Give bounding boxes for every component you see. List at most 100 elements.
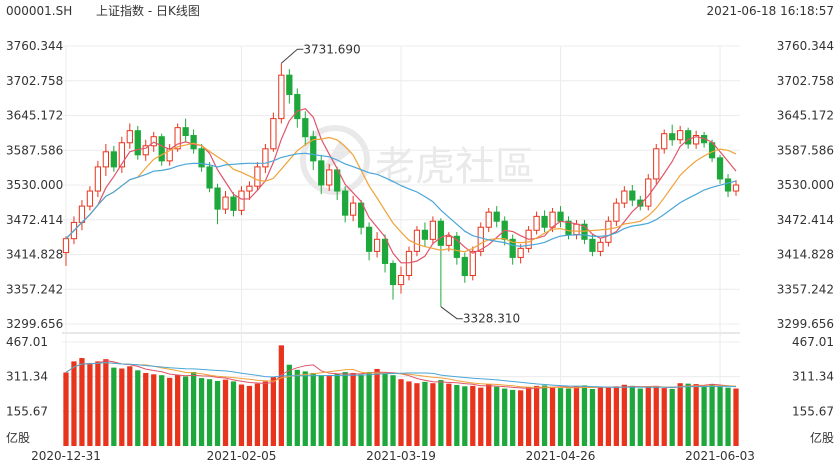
volume-bar — [653, 385, 659, 446]
candle-body — [118, 142, 125, 168]
ma10-line — [65, 136, 737, 253]
candle-body — [246, 185, 253, 192]
volume-bar — [238, 384, 245, 446]
volume-bar — [510, 389, 516, 446]
candle-body — [437, 220, 445, 246]
annotation-label: 3731.690 — [303, 42, 360, 56]
volume-bar — [446, 383, 452, 446]
candle-body — [198, 148, 205, 168]
candle-body — [318, 160, 325, 186]
candle-body — [509, 238, 516, 258]
volume-tick-right: 311.34 — [792, 370, 834, 384]
candle-body — [373, 238, 381, 252]
volume-bar — [533, 385, 540, 446]
volume-bar — [685, 383, 691, 446]
date-tick-label: 2021-02-05 — [207, 449, 277, 463]
candle-body — [254, 166, 261, 187]
candle-body — [485, 211, 492, 228]
volume-bar — [374, 368, 380, 446]
volume-bar — [222, 379, 229, 446]
volume-bar — [454, 384, 460, 446]
volume-bar — [302, 371, 308, 446]
candle-body — [605, 220, 612, 243]
price-tick-left: 3587.586 — [6, 143, 63, 157]
volume-tick-right: 155.67 — [792, 404, 834, 418]
candle-body — [732, 184, 740, 192]
volume-bar — [581, 385, 588, 446]
volume-bar — [486, 384, 492, 446]
price-tick-right: 3760.344 — [777, 39, 834, 53]
candle-body — [469, 250, 476, 277]
candle-body — [421, 229, 429, 240]
price-annotations: 3731.690 3328.310 — [281, 42, 520, 326]
moving-average-lines — [65, 108, 737, 264]
candle-body — [661, 133, 668, 150]
volume-bar — [525, 386, 532, 446]
volume-axis: 467.01 467.01 311.34 311.34 155.67 155.67 亿股 亿股 — [6, 335, 834, 445]
candle-body — [413, 229, 421, 252]
candle-body — [134, 130, 141, 156]
candle-body — [381, 238, 389, 264]
volume-bar — [326, 376, 332, 446]
price-axis: 3760.344 3760.344 3702.758 3702.758 3645.172… — [6, 39, 834, 331]
candle-body — [493, 211, 500, 222]
candle-body — [302, 118, 309, 138]
price-tick-left: 3760.344 — [6, 39, 63, 53]
volume-bar — [294, 369, 300, 446]
candle-body — [653, 148, 660, 180]
price-tick-left: 3645.172 — [6, 109, 63, 123]
candle-body — [597, 241, 604, 252]
volume-bar — [406, 381, 412, 446]
price-tick-left: 3357.242 — [6, 282, 63, 296]
price-tick-left: 3472.414 — [6, 213, 63, 227]
candle-body — [613, 202, 620, 222]
volume-bar — [159, 375, 165, 446]
candle-body — [445, 235, 452, 246]
volume-bar — [541, 385, 548, 446]
candle-body — [716, 157, 724, 180]
candle-body — [86, 190, 94, 207]
candle-body — [94, 166, 102, 192]
price-tick-right: 3702.758 — [777, 74, 834, 88]
candle-body — [110, 151, 117, 168]
price-tick-right: 3645.172 — [777, 109, 834, 123]
volume-bar — [206, 379, 213, 446]
candle-body — [214, 187, 221, 210]
candle-body — [389, 262, 397, 286]
volume-bar — [478, 387, 484, 446]
volume-bar — [693, 384, 699, 446]
volume-unit-right: 亿股 — [810, 430, 834, 445]
price-tick-left: 3299.656 — [6, 317, 63, 331]
volume-bar — [494, 386, 500, 446]
candle-body — [190, 135, 197, 150]
timestamp-label: 2021-06-18 16:18:57 — [707, 4, 834, 18]
price-tick-right: 3530.000 — [777, 178, 834, 192]
volume-bar — [111, 367, 117, 446]
candle-body — [126, 130, 133, 144]
candle-body — [724, 178, 732, 192]
date-tick-label: 2021-03-19 — [366, 449, 436, 463]
candle-body — [461, 256, 468, 277]
volume-bar — [597, 387, 604, 446]
volume-bar — [398, 379, 404, 446]
watermark-text: 老虎社區 — [375, 144, 535, 190]
symbol-label: 000001.SH — [6, 4, 72, 18]
volume-bar — [518, 390, 524, 446]
volume-bar — [342, 372, 348, 446]
volume-series — [63, 345, 739, 446]
volume-bar — [470, 385, 476, 446]
price-tick-left: 3702.758 — [6, 74, 63, 88]
candle-body — [294, 93, 301, 120]
candle-body — [270, 118, 277, 150]
volume-bar — [725, 387, 731, 446]
candle-body — [557, 211, 564, 222]
date-axis: 2020-12-31 2021-02-05 2021-03-19 2021-04-26… — [31, 449, 755, 463]
price-tick-right: 3472.414 — [777, 213, 834, 227]
candle-body — [174, 127, 181, 150]
candle-body — [541, 215, 548, 228]
candle-body — [365, 226, 373, 252]
volume-bar — [637, 388, 643, 446]
candle-body — [357, 202, 365, 228]
volume-ma20-line — [65, 362, 737, 388]
